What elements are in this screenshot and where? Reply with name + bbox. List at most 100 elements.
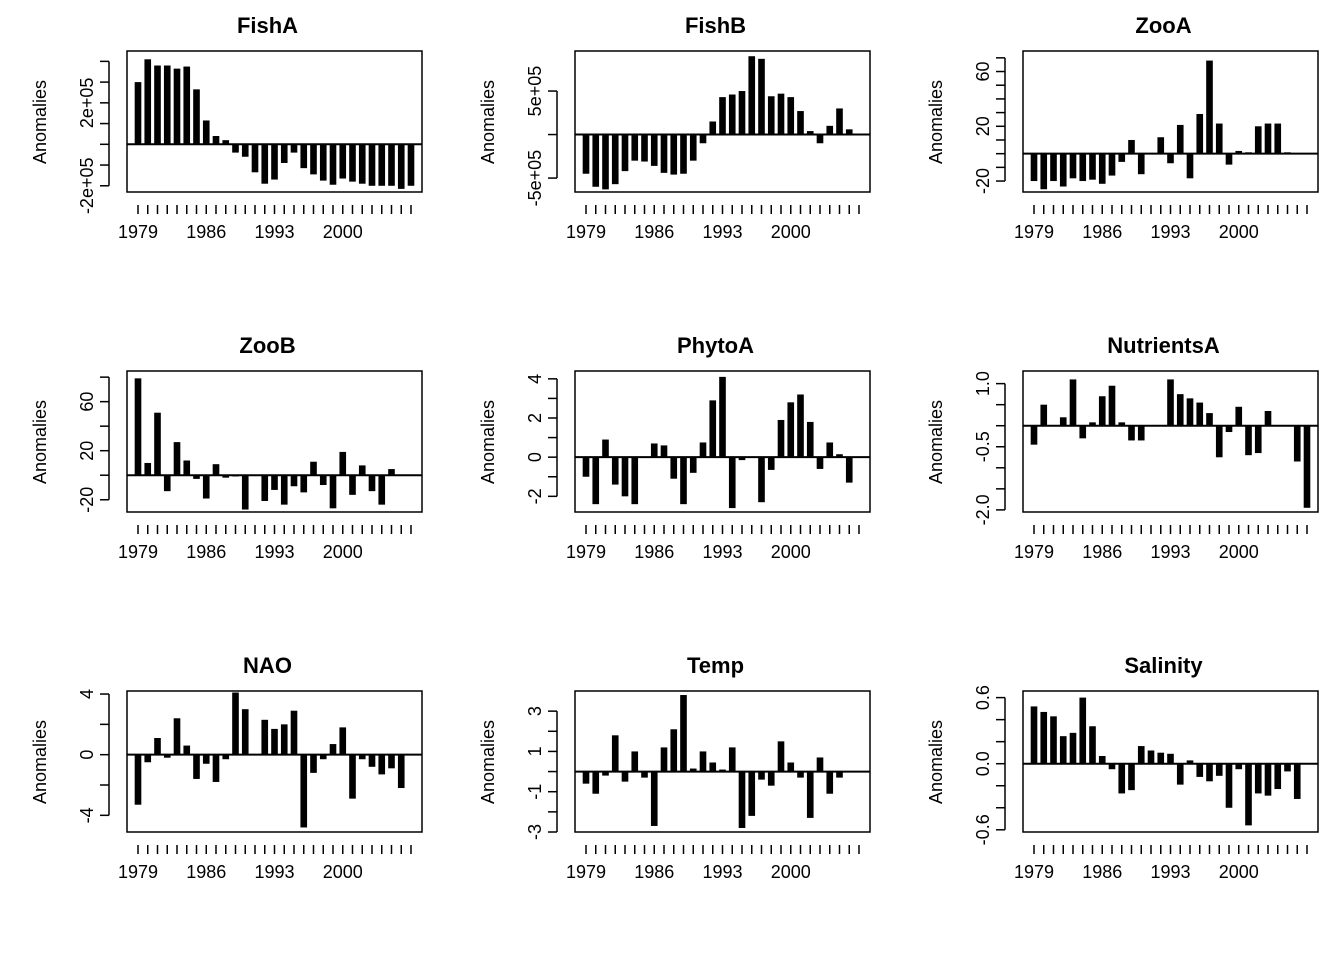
bar-1981 [602, 771, 609, 776]
y-axis-label: Anomalies [478, 80, 498, 164]
bar-1999 [1225, 763, 1233, 808]
bar-2001 [349, 144, 356, 182]
bar-1996 [748, 56, 756, 135]
bar-1992 [261, 144, 269, 184]
bar-1998 [319, 754, 327, 760]
bar-2004 [826, 442, 834, 458]
bar-1982 [611, 735, 619, 772]
bar-2001 [349, 475, 356, 495]
bar-1989 [680, 134, 687, 174]
bar-1995 [1186, 153, 1194, 179]
bar-1983 [173, 718, 181, 755]
bar-1998 [767, 96, 775, 135]
y-tick-label: -20 [77, 487, 97, 513]
plot-frame [574, 690, 871, 833]
bar-2005 [388, 144, 395, 186]
bar-1988 [1118, 422, 1126, 426]
y-tick-label: 60 [77, 392, 97, 412]
bar-1993 [1167, 753, 1174, 764]
bar-2005 [1284, 763, 1291, 772]
bar-2004 [826, 125, 834, 135]
bar-1984 [183, 460, 191, 476]
bar-1992 [709, 762, 717, 772]
x-tick-label: 1986 [186, 542, 226, 562]
bar-1988 [1118, 763, 1126, 794]
bar-1994 [280, 144, 288, 163]
bar-1979 [1030, 153, 1038, 182]
bar-1982 [611, 457, 619, 485]
bar-2005 [388, 469, 395, 476]
bar-1990 [1137, 425, 1145, 441]
bar-1998 [319, 475, 327, 486]
bar-1985 [193, 754, 200, 779]
y-axis-label: Anomalies [30, 720, 50, 804]
panel-title: FishA [237, 13, 298, 38]
bar-2006 [397, 754, 405, 789]
bar-2006 [845, 457, 853, 483]
bar-1994 [728, 457, 736, 509]
y-tick-label: 1.0 [973, 371, 993, 396]
x-tick-label: 2000 [771, 542, 811, 562]
bar-1998 [767, 457, 775, 470]
bar-1987 [660, 134, 668, 173]
panel-fisha: FishA Anomalies -2e+05 2e+05 1979 1986 1993 200… [30, 13, 423, 242]
bar-2003 [816, 457, 824, 469]
x-tick-label: 2000 [1219, 542, 1259, 562]
bar-1990 [689, 457, 697, 473]
x-tick-label: 1986 [1082, 222, 1122, 242]
bar-2000 [787, 97, 795, 135]
bar-1982 [1059, 153, 1067, 187]
bar-1984 [183, 66, 191, 145]
bar-1994 [280, 724, 288, 755]
bar-1995 [290, 710, 298, 755]
bar-1997 [310, 461, 317, 476]
bar-2003 [816, 134, 824, 144]
x-tick-label: 1986 [1082, 542, 1122, 562]
bar-1993 [271, 144, 278, 180]
bar-2001 [1245, 763, 1252, 826]
bar-2000 [1235, 150, 1243, 154]
plot-frame [126, 370, 423, 513]
bar-1996 [1196, 113, 1204, 154]
bar-1988 [1118, 153, 1126, 162]
x-tick-label: 2000 [1219, 862, 1259, 882]
bar-1990 [689, 134, 697, 161]
bar-1981 [602, 439, 609, 458]
bar-1983 [173, 442, 181, 476]
x-tick-label: 2000 [1219, 222, 1259, 242]
x-tick-label: 1986 [634, 222, 674, 242]
bar-1987 [1108, 385, 1116, 426]
bar-1983 [1069, 153, 1077, 179]
x-tick-label: 2000 [323, 222, 363, 242]
panel-title: Temp [687, 653, 744, 678]
bar-2002 [1254, 763, 1262, 794]
bar-2000 [339, 451, 347, 476]
x-tick-label: 1979 [118, 222, 158, 242]
bar-1999 [777, 419, 785, 458]
bar-1992 [261, 475, 269, 501]
bar-2000 [339, 144, 347, 179]
bar-1981 [154, 65, 161, 145]
bar-1994 [1176, 124, 1184, 154]
bar-1985 [1089, 726, 1096, 764]
bar-1980 [1040, 711, 1048, 764]
bar-2004 [1274, 123, 1282, 154]
bar-1981 [154, 738, 161, 755]
panel-title: ZooA [1135, 13, 1191, 38]
bar-1988 [222, 475, 230, 478]
bar-1982 [163, 475, 171, 492]
bar-2000 [787, 762, 795, 772]
bar-1995 [1186, 760, 1194, 764]
x-tick-label: 1979 [118, 542, 158, 562]
bar-1986 [1098, 153, 1106, 184]
bar-1992 [1157, 752, 1165, 764]
bar-2001 [1245, 425, 1252, 456]
x-tick-label: 1993 [254, 542, 294, 562]
y-tick-label: 2 [525, 413, 545, 423]
bar-2005 [836, 771, 843, 778]
bar-1993 [719, 97, 726, 135]
bar-1993 [271, 728, 278, 755]
plot-frame [1022, 370, 1319, 513]
bar-2002 [806, 131, 814, 135]
